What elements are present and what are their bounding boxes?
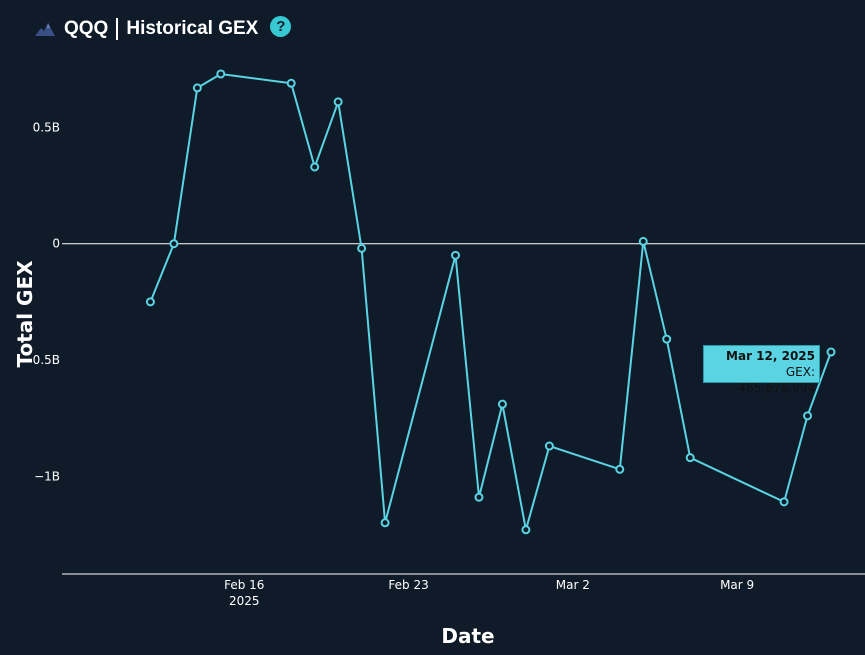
page-title: Historical GEX xyxy=(126,18,259,39)
y-tick-label: 0 xyxy=(52,237,60,251)
hover-tooltip: Mar 12, 2025 GEX: -465,676,994 xyxy=(703,345,820,395)
data-point[interactable] xyxy=(638,236,648,246)
data-point[interactable] xyxy=(521,525,531,535)
data-point[interactable] xyxy=(544,441,554,451)
data-point[interactable] xyxy=(333,97,343,107)
y-tick-label: −0.5B xyxy=(23,353,60,367)
data-point[interactable] xyxy=(826,347,836,357)
data-point[interactable] xyxy=(380,518,390,528)
x-tick-label: Feb 23 xyxy=(388,578,428,592)
data-point-markers xyxy=(145,69,836,535)
data-point[interactable] xyxy=(216,69,226,79)
x-tick-label: Mar 2 xyxy=(556,578,590,592)
data-point[interactable] xyxy=(169,239,179,249)
y-axis-title: Total GEX xyxy=(13,260,37,368)
title-divider xyxy=(116,18,119,40)
data-point[interactable] xyxy=(286,78,296,88)
data-point[interactable] xyxy=(779,497,789,507)
y-tick-label: −1B xyxy=(34,469,60,483)
data-point[interactable] xyxy=(357,243,367,253)
data-point[interactable] xyxy=(685,453,695,463)
x-axis-title: Date xyxy=(441,624,494,648)
data-point[interactable] xyxy=(451,250,460,260)
chart-header: QQQ Historical GEX ? xyxy=(34,14,292,44)
x-tick-year-label: 2025 xyxy=(229,594,260,608)
y-axis-ticks: 0.5B 0 −0.5B −1B xyxy=(23,120,60,483)
mountain-logo-icon xyxy=(34,20,56,38)
tooltip-date: Mar 12, 2025 xyxy=(726,349,815,363)
data-point[interactable] xyxy=(145,297,155,307)
data-point[interactable] xyxy=(310,162,320,172)
ticker-symbol: QQQ xyxy=(64,18,109,39)
data-point[interactable] xyxy=(615,464,625,474)
x-tick-label: Feb 16 xyxy=(224,578,264,592)
x-tick-label: Mar 9 xyxy=(720,578,754,592)
y-tick-label: 0.5B xyxy=(33,120,60,134)
tooltip-value: GEX: -465,676,994 xyxy=(734,365,815,395)
data-point[interactable] xyxy=(803,411,813,421)
data-point[interactable] xyxy=(474,492,484,502)
data-point[interactable] xyxy=(192,83,202,93)
question-circle-icon[interactable]: ? xyxy=(270,15,292,37)
data-point[interactable] xyxy=(662,334,672,344)
data-point[interactable] xyxy=(497,399,507,409)
x-axis-ticks: Feb 16 2025 Feb 23 Mar 2 Mar 9 xyxy=(224,578,754,608)
gex-series-line xyxy=(149,72,832,531)
